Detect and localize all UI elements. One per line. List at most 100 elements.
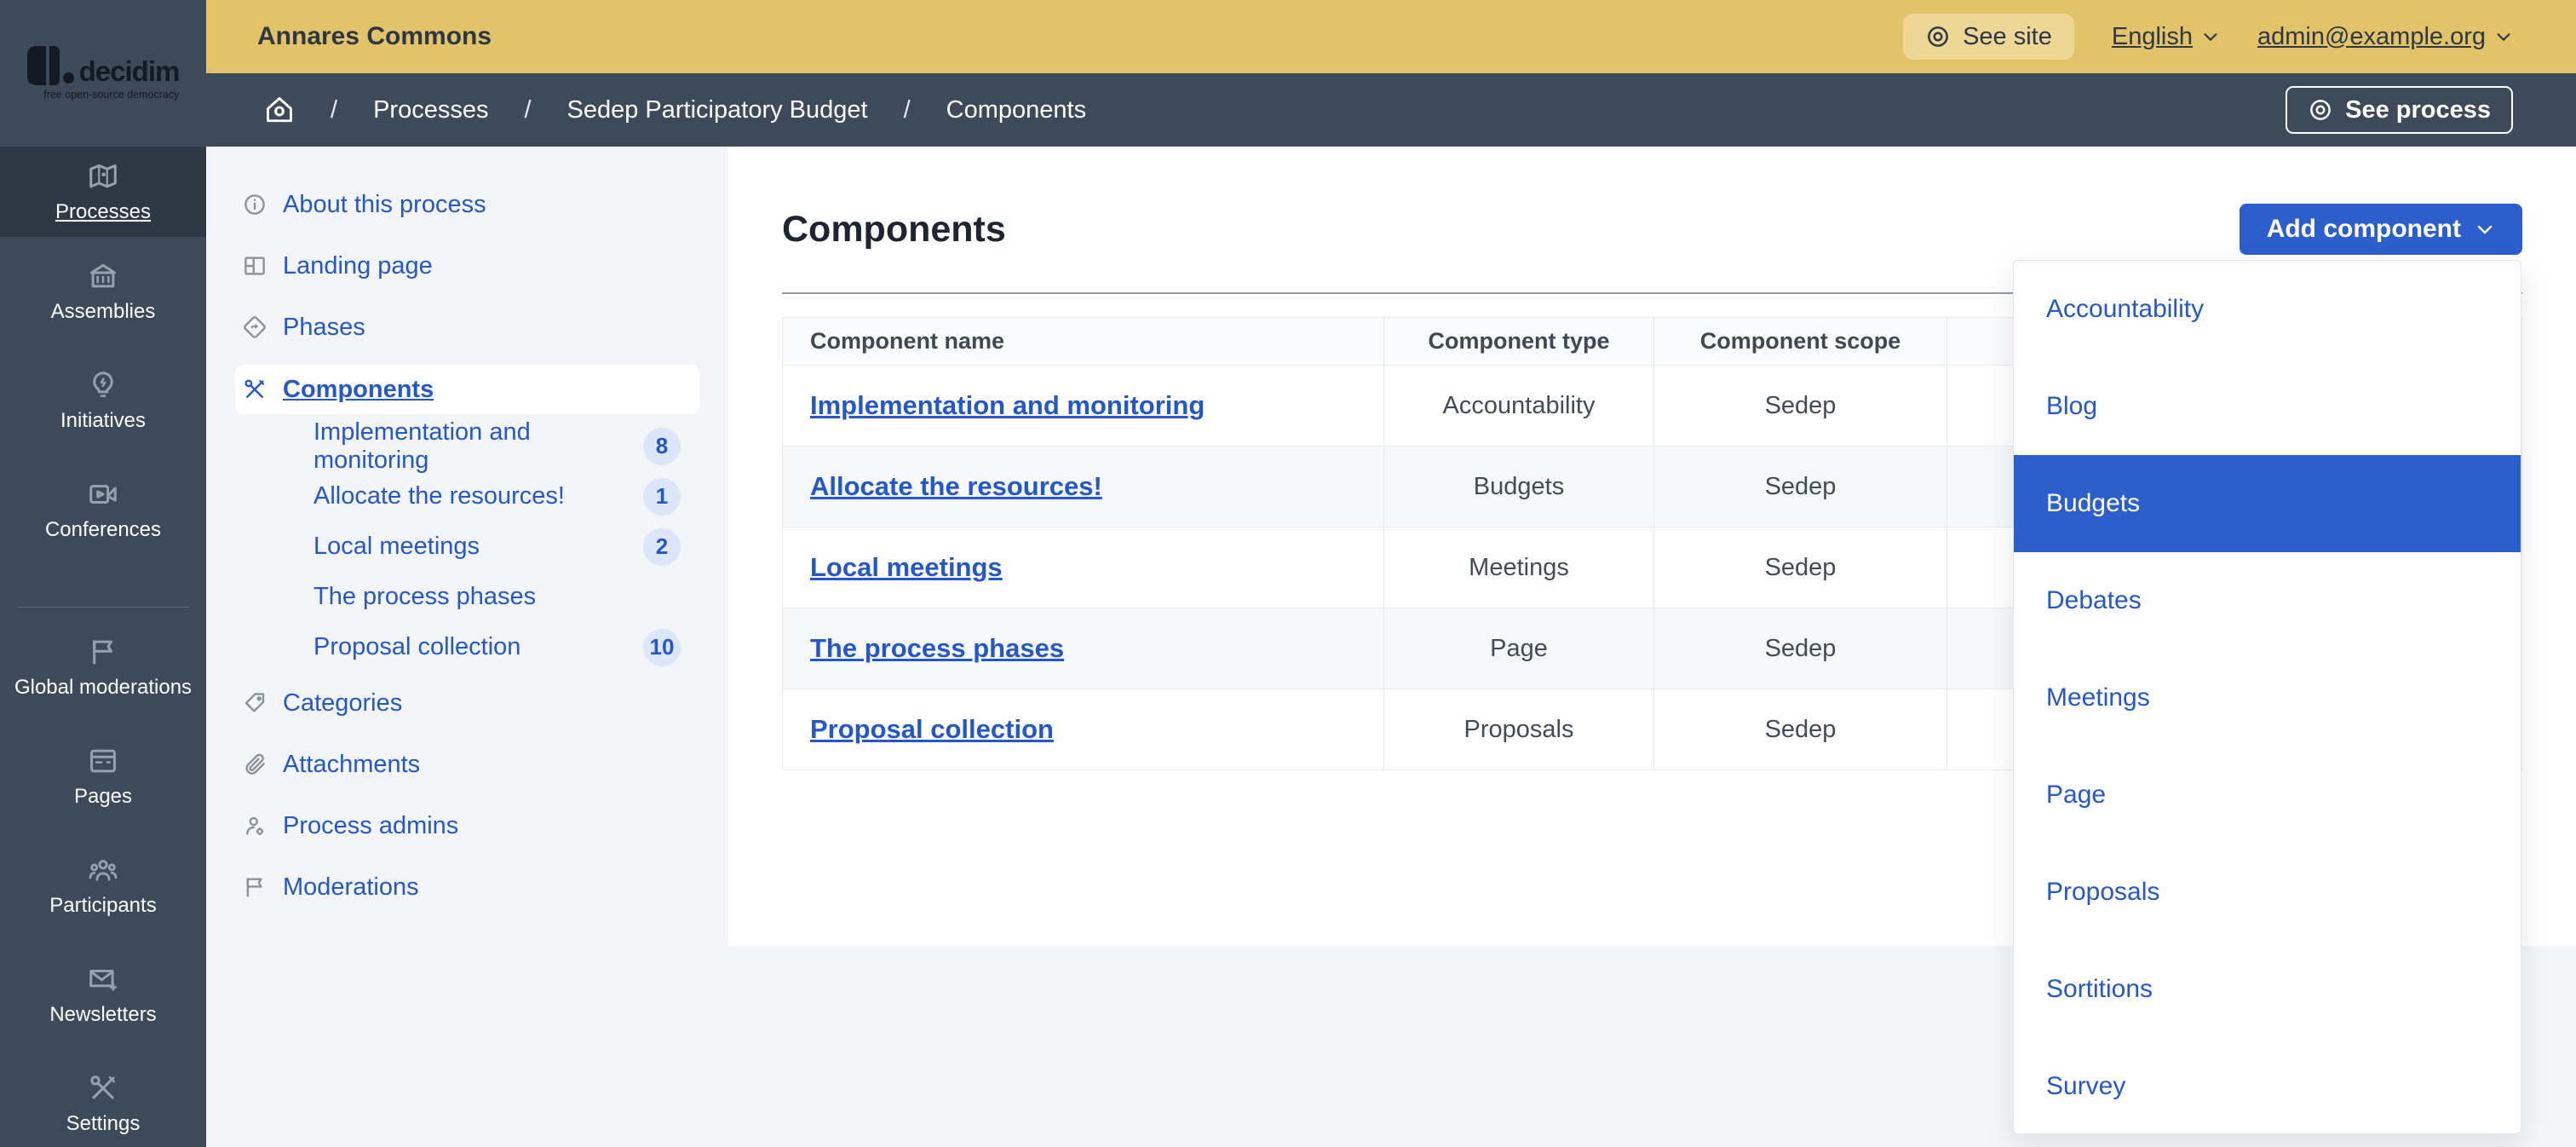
subnav-item-components[interactable]: Components — [235, 365, 699, 414]
component-scope-cell: Sedep — [1653, 365, 1947, 447]
count-badge: 10 — [643, 628, 681, 666]
dropdown-item-blog[interactable]: Blog — [2046, 392, 2098, 420]
sidebar-item-assemblies[interactable]: Assemblies — [0, 237, 206, 346]
language-selector[interactable]: English — [2112, 23, 2220, 51]
processes-icon — [89, 164, 117, 188]
add-component-label: Add component — [2266, 215, 2461, 243]
chevron-down-icon — [2477, 225, 2493, 234]
sidebar-item-pages[interactable]: Pages — [0, 722, 206, 831]
dropdown-item-debates[interactable]: Debates — [2046, 586, 2142, 614]
sidebar-item-newsletters[interactable]: Newsletters — [0, 940, 206, 1049]
global-moderations-icon — [93, 638, 113, 666]
newsletters-icon — [89, 969, 118, 992]
count-badge: 2 — [643, 527, 681, 566]
add-component-dropdown: Accountability Blog Budgets Debates Meet… — [2013, 260, 2521, 1134]
sidebar-item-conferences[interactable]: Conferences — [0, 455, 206, 564]
breadcrumb-item-process[interactable]: Sedep Participatory Budget — [566, 95, 868, 124]
sidebar-divider — [17, 607, 189, 608]
process-admins-icon — [246, 816, 264, 836]
subnav-item-landing-page[interactable]: Landing page — [206, 235, 728, 297]
sidebar-item-global-moderations[interactable]: Global moderations — [0, 613, 206, 722]
components-icon — [244, 379, 265, 398]
language-label: English — [2111, 22, 2193, 50]
add-component-button[interactable]: Add component — [2239, 204, 2522, 255]
dropdown-item-survey[interactable]: Survey — [2046, 1072, 2126, 1100]
sidebar-item-participants[interactable]: Participants — [0, 831, 206, 940]
dropdown-item-page[interactable]: Page — [2046, 781, 2107, 809]
topbar: Annares Commons See site English admin@e… — [206, 0, 2576, 73]
dropdown-item-sortitions[interactable]: Sortitions — [2046, 975, 2153, 1003]
dropdown-item-accountability[interactable]: Accountability — [2046, 295, 2205, 323]
component-name-link[interactable]: Local meetings — [810, 552, 1003, 582]
dropdown-item-proposals[interactable]: Proposals — [2046, 878, 2160, 906]
component-name-link[interactable]: Proposal collection — [810, 714, 1054, 744]
component-link-process-phases[interactable]: The process phases — [313, 583, 537, 610]
categories-icon — [244, 693, 265, 712]
column-header-component-scope: Component scope — [1653, 317, 1947, 366]
pages-icon — [90, 749, 116, 773]
component-link-implementation[interactable]: Implementation and monitoring 8 — [206, 418, 728, 474]
see-site-button[interactable]: See site — [1903, 14, 2074, 60]
component-name-link[interactable]: Allocate the resources! — [810, 471, 1102, 501]
main-sidebar: Processes Assemblies Initiatives Confere… — [0, 147, 206, 1147]
breadcrumb-separator: / — [524, 95, 532, 124]
breadcrumb-item-components[interactable]: Components — [946, 95, 1087, 124]
initiatives-icon — [93, 372, 113, 397]
dropdown-item-budgets[interactable]: Budgets — [2014, 455, 2521, 552]
component-type-cell: Proposals — [1383, 689, 1654, 770]
conferences-icon — [89, 484, 117, 504]
component-scope-cell: Sedep — [1653, 527, 1947, 608]
title-divider — [782, 292, 2522, 294]
breadcrumb-item-processes[interactable]: Processes — [373, 95, 489, 124]
landing-page-icon — [244, 256, 265, 275]
settings-icon — [90, 1075, 116, 1099]
sidebar-item-processes[interactable]: Processes — [0, 147, 206, 237]
component-name-link[interactable]: Implementation and monitoring — [810, 390, 1205, 420]
component-name-link[interactable]: The process phases — [810, 633, 1065, 663]
count-badge: 1 — [643, 477, 681, 516]
user-menu[interactable]: admin@example.org — [2257, 23, 2513, 51]
sidebar-item-settings[interactable]: Settings — [0, 1049, 206, 1147]
component-scope-cell: Sedep — [1653, 446, 1947, 527]
eye-icon — [2310, 100, 2331, 120]
sidebar-item-initiatives[interactable]: Initiatives — [0, 346, 206, 455]
component-type-cell: Budgets — [1383, 446, 1654, 527]
subnav-item-phases[interactable]: Phases — [206, 297, 728, 358]
see-process-button[interactable]: See process — [2286, 86, 2513, 134]
subnav-item-moderations[interactable]: Moderations — [206, 856, 728, 918]
see-process-label: See process — [2345, 95, 2491, 124]
brand-tagline: free open-source democracy — [43, 89, 180, 101]
phases-icon — [243, 315, 267, 339]
component-scope-cell: Sedep — [1653, 689, 1947, 770]
chevron-down-icon — [2497, 33, 2510, 41]
subnav-item-attachments[interactable]: Attachments — [206, 734, 728, 795]
component-link-proposal-collection[interactable]: Proposal collection 10 — [206, 622, 728, 672]
component-link-allocate[interactable]: Allocate the resources! 1 — [206, 471, 728, 522]
column-header-component-name: Component name — [782, 317, 1384, 366]
user-email: admin@example.org — [2257, 22, 2486, 50]
count-badge: 8 — [643, 427, 681, 465]
subnav-item-process-admins[interactable]: Process admins — [206, 795, 728, 856]
home-icon[interactable] — [264, 95, 295, 125]
decidim-logo-mark — [26, 46, 74, 85]
breadcrumb-separator: / — [331, 95, 338, 124]
attachments-icon — [245, 753, 265, 775]
component-type-cell: Page — [1383, 608, 1654, 689]
moderations-icon — [246, 877, 262, 898]
process-sidebar: About this process Landing page Phases C… — [206, 147, 728, 946]
component-link-local-meetings[interactable]: Local meetings 2 — [206, 522, 728, 572]
component-type-cell: Meetings — [1383, 527, 1654, 608]
assemblies-icon — [90, 263, 116, 288]
subnav-item-about[interactable]: About this process — [206, 174, 728, 235]
dropdown-item-meetings[interactable]: Meetings — [2046, 683, 2150, 712]
decidim-logo[interactable]: decidim free open-source democracy — [0, 0, 206, 147]
eye-icon — [1928, 26, 1948, 47]
participants-icon — [89, 859, 118, 881]
component-type-cell: Accountability — [1383, 365, 1654, 447]
chevron-down-icon — [2204, 33, 2217, 41]
info-icon — [244, 194, 265, 215]
subnav-item-categories[interactable]: Categories — [206, 672, 728, 734]
breadcrumb-separator: / — [903, 95, 911, 124]
column-header-component-type: Component type — [1383, 317, 1654, 366]
see-site-label: See site — [1963, 22, 2052, 50]
